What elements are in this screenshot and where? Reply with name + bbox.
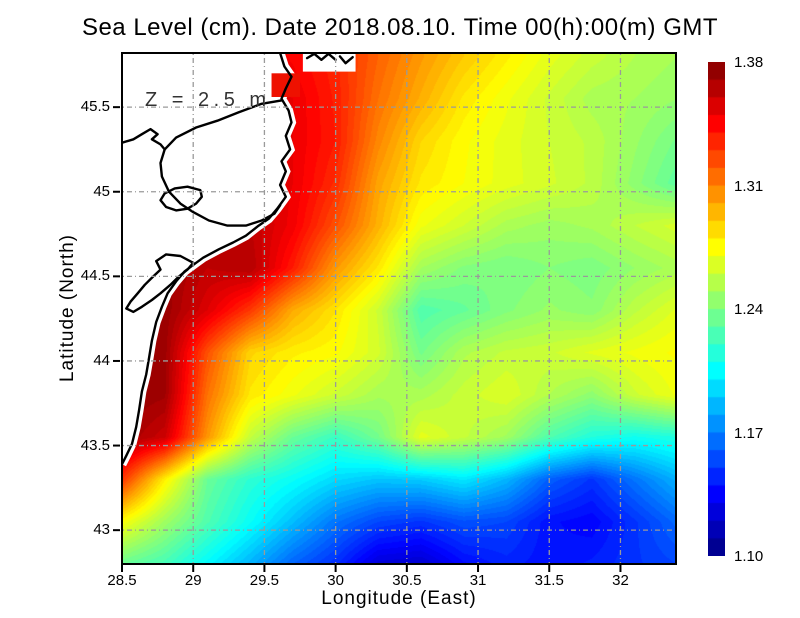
colorbar-tick-label: 1.31 bbox=[734, 177, 764, 195]
land-area bbox=[122, 53, 292, 465]
plot-frame bbox=[121, 52, 677, 565]
depth-annotation: Z = 2.5 m bbox=[145, 89, 271, 111]
y-tick-label: 45.5 bbox=[80, 98, 110, 116]
delta-island bbox=[338, 55, 354, 65]
colorbar-tick-label: 1.24 bbox=[734, 301, 764, 318]
y-tick-label: 45 bbox=[93, 182, 110, 200]
lagoon-red-cell bbox=[271, 73, 301, 97]
y-tick-label: 44.5 bbox=[80, 267, 110, 285]
small-lagoon-outline bbox=[159, 185, 204, 212]
chart-title: Sea Level (cm). Date 2018.08.10. Time 00… bbox=[81, 14, 719, 41]
delta-island bbox=[305, 53, 337, 61]
coastline bbox=[122, 53, 293, 466]
colorbar-tick-label: 1.38 bbox=[734, 54, 764, 71]
y-tick-label: 43.5 bbox=[80, 436, 110, 454]
x-tick-label: 30 bbox=[327, 572, 344, 589]
danube-delta-outline bbox=[159, 99, 283, 227]
colorbar-tick-label: 1.17 bbox=[734, 424, 764, 442]
colorbar bbox=[708, 62, 725, 556]
danube-river-line bbox=[122, 127, 166, 151]
x-tick-label: 31 bbox=[469, 572, 487, 589]
razim-lagoon-outline bbox=[125, 253, 195, 314]
x-tick-label: 30.5 bbox=[392, 572, 422, 589]
y-tick-label: 43 bbox=[93, 521, 110, 539]
y-tick-label: 44 bbox=[93, 351, 110, 369]
colorbar-tick-label: 1.10 bbox=[734, 548, 764, 565]
x-tick-label: 28.5 bbox=[107, 572, 137, 589]
x-tick-label: 29.5 bbox=[249, 572, 279, 589]
x-tick-label: 31.5 bbox=[534, 572, 564, 589]
x-axis-label: Longitude (East) bbox=[321, 588, 477, 609]
x-tick-label: 29 bbox=[184, 572, 202, 589]
x-tick-label: 32 bbox=[612, 572, 629, 589]
